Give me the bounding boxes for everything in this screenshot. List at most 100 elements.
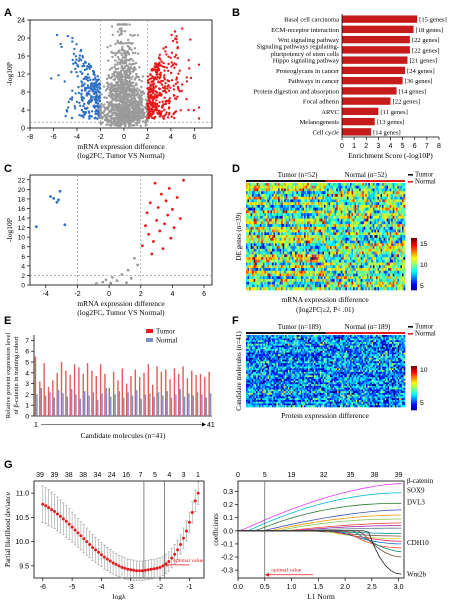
heatmap-cell	[403, 218, 406, 222]
volcano-point	[166, 87, 169, 90]
x-tick-label: 4	[170, 291, 174, 298]
volcano-point	[98, 91, 101, 94]
volcano-point	[143, 106, 146, 109]
volcano-point	[155, 69, 158, 73]
volcano-point	[170, 33, 173, 37]
volcano-point	[139, 94, 142, 97]
volcano-point	[70, 116, 74, 120]
volcano-point	[159, 64, 162, 67]
volcano-point	[176, 56, 179, 60]
volcano-point	[148, 113, 151, 117]
volcano-point	[187, 59, 190, 62]
volcano-point	[165, 111, 168, 114]
x-tick-label: 1	[352, 143, 356, 150]
volcano-point	[103, 103, 106, 106]
volcano-point	[114, 106, 117, 109]
volcano-point	[89, 85, 93, 88]
volcano-point	[138, 117, 142, 120]
volcano-point	[138, 103, 141, 106]
volcano-point	[94, 101, 98, 104]
volcano-point	[120, 69, 123, 72]
enrichment-bar	[342, 56, 408, 64]
volcano-point	[93, 82, 96, 85]
volcano-point	[109, 44, 112, 47]
volcano-point	[80, 81, 84, 84]
volcano-point	[163, 69, 166, 72]
volcano-point	[133, 115, 137, 118]
x-tick-label: 7	[425, 143, 429, 150]
volcano-point	[178, 217, 182, 220]
volcano-point	[59, 42, 62, 46]
volcano-point	[153, 181, 157, 185]
volcano-point	[139, 124, 142, 128]
volcano-point	[96, 75, 99, 78]
volcano-point	[144, 98, 148, 101]
y-axis-label: -log10P	[5, 62, 14, 86]
volcano-point	[128, 23, 131, 26]
volcano-point	[164, 82, 167, 85]
volcano-point	[67, 106, 70, 109]
volcano-point	[166, 84, 170, 88]
volcano-point	[58, 189, 62, 193]
volcano-point	[115, 279, 119, 283]
volcano-point	[80, 96, 83, 99]
volcano-point	[103, 106, 106, 109]
volcano-point	[83, 68, 87, 72]
volcano-point	[133, 87, 136, 90]
volcano-point	[141, 117, 144, 120]
volcano-point	[113, 52, 116, 55]
volcano-point	[93, 90, 96, 94]
heatmap-cell	[403, 224, 406, 228]
category-label: Basal cell carcinoma	[284, 17, 339, 24]
volcano-point	[133, 99, 136, 103]
volcano-point	[167, 113, 171, 116]
volcano-point	[112, 120, 115, 123]
y-tick-label: 8	[21, 244, 25, 251]
x-tick-label: 2	[145, 134, 149, 141]
volcano-point	[82, 77, 86, 81]
enrichment-bar	[342, 87, 397, 95]
volcano-point	[138, 121, 141, 124]
volcano-point	[98, 94, 101, 97]
volcano-point	[99, 109, 102, 113]
volcano-point	[94, 82, 98, 86]
volcano-point	[111, 33, 115, 37]
volcano-point	[120, 27, 123, 30]
volcano-point	[167, 69, 170, 73]
bar-value-label: [15 genes]	[419, 17, 447, 24]
volcano-point	[117, 77, 121, 80]
volcano-point	[175, 41, 179, 44]
heatmap-d: Tumor (n=52) Normal (n=52) TumorNormal1510…	[235, 171, 436, 314]
x-axis-label-2: (log2FC, Tumor VS Normal)	[77, 308, 165, 317]
volcano-point	[110, 85, 113, 88]
y-tick-label: 2	[21, 273, 25, 280]
volcano-point	[85, 94, 89, 97]
volcano-point	[128, 122, 131, 125]
panel-label-a: A	[4, 7, 12, 19]
x-tick-label: -2	[97, 134, 103, 141]
volcano-point	[151, 80, 154, 83]
volcano-point	[117, 120, 120, 123]
volcano-point	[111, 73, 114, 76]
volcano-point	[162, 47, 165, 50]
volcano-point	[127, 103, 131, 107]
volcano-point	[162, 61, 165, 65]
category-label: ECM-receptor interaction	[271, 27, 340, 34]
volcano-point	[142, 115, 146, 119]
volcano-point	[94, 96, 98, 100]
volcano-point	[107, 101, 111, 105]
bar-value-label: [22 genes]	[412, 37, 440, 44]
volcano-point	[138, 106, 141, 109]
volcano-point	[124, 23, 128, 26]
volcano-point	[179, 109, 182, 112]
volcano-point	[83, 102, 86, 106]
volcano-point	[127, 53, 131, 56]
volcano-point	[70, 70, 73, 74]
volcano-point	[157, 81, 160, 84]
heatmap-cell	[403, 243, 406, 247]
volcano-point	[134, 51, 137, 55]
volcano-point	[136, 87, 139, 90]
volcano-point	[83, 113, 87, 116]
volcano-point	[167, 89, 171, 92]
panel-label-d: D	[232, 163, 240, 175]
